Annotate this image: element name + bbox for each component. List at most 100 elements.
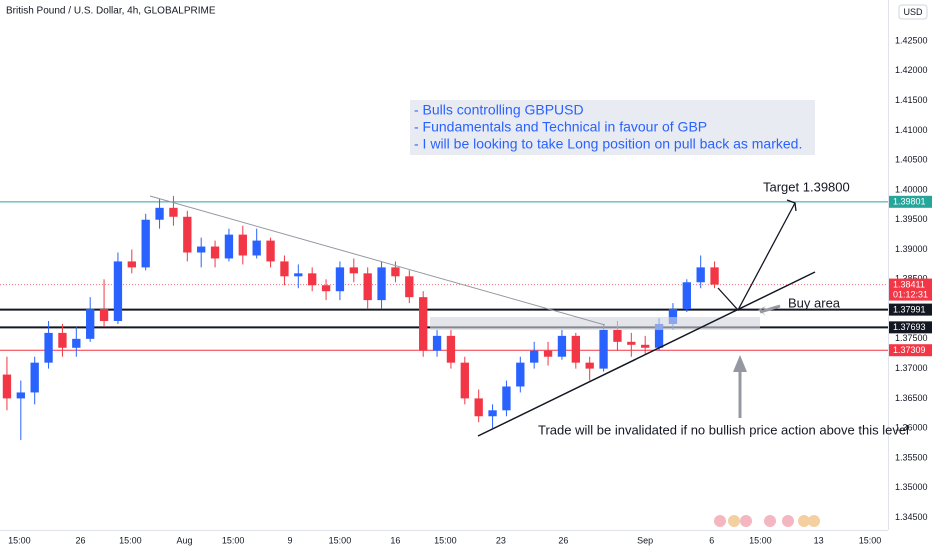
y-tick-label: 1.40500 — [895, 155, 928, 165]
x-tick-label: 15:00 — [434, 535, 457, 545]
note-box — [410, 100, 815, 155]
last-price-label: 1.38411 — [893, 279, 925, 289]
candle-body — [210, 246, 220, 259]
event-icon — [714, 515, 726, 527]
candle-body — [571, 335, 580, 363]
x-tick-label: 26 — [558, 535, 568, 545]
candle-body — [349, 267, 358, 274]
x-tick-label: 15:00 — [119, 535, 142, 545]
y-tick-label: 1.35000 — [895, 482, 928, 492]
x-tick-label: 9 — [287, 535, 292, 545]
candle-body — [44, 332, 53, 363]
candle-body — [335, 267, 345, 292]
currency-box[interactable] — [898, 4, 928, 20]
candle-body — [16, 392, 25, 399]
candle-body — [641, 344, 650, 348]
note-line: - I will be looking to take Long positio… — [414, 136, 802, 152]
buy-area-text: Buy area — [788, 295, 841, 310]
x-tick-label: Sep — [637, 535, 653, 545]
candle-body — [432, 335, 442, 351]
y-tick-label: 1.41000 — [895, 125, 928, 135]
candle-body — [530, 350, 539, 363]
up-trendline — [477, 271, 816, 437]
candle-body — [197, 246, 206, 253]
y-tick-label: 1.42000 — [895, 65, 928, 75]
candle-body — [460, 362, 469, 399]
y-tick-label: 1.36000 — [895, 423, 928, 433]
price-level-label: 1.37309 — [893, 345, 926, 355]
down-trendline — [149, 195, 606, 326]
y-tick-label: 1.34500 — [895, 512, 928, 522]
y-tick-label: 1.41500 — [895, 95, 928, 105]
price-level-label: 1.37693 — [893, 322, 926, 332]
candle-body — [682, 282, 691, 310]
invalid-pointer-head — [733, 355, 747, 372]
price-level-tag — [889, 321, 932, 334]
candle-body — [557, 335, 567, 357]
candle-body — [516, 362, 525, 387]
note-line: - Fundamentals and Technical in favour o… — [414, 119, 707, 135]
buy-area-pointer-line — [759, 304, 781, 314]
last-price-tag — [889, 278, 932, 301]
candle-body — [252, 240, 261, 256]
price-level-label: 1.39801 — [893, 197, 926, 207]
y-tick-label: 1.42500 — [895, 35, 928, 45]
candle-body — [585, 362, 594, 369]
candle-body — [627, 341, 636, 345]
candle-body — [654, 323, 664, 348]
candle-body — [183, 216, 192, 253]
candle-body — [308, 273, 317, 286]
y-tick-label: 1.37500 — [895, 333, 928, 343]
event-icon — [740, 515, 752, 527]
candle-body — [72, 338, 81, 348]
x-tick-label: 13 — [814, 535, 824, 545]
price-level-tag — [889, 344, 932, 357]
x-tick-label: 15:00 — [222, 535, 245, 545]
buy-area-pointer — [758, 306, 780, 316]
candle-body — [474, 398, 483, 417]
candle-body — [113, 261, 123, 321]
price-level-tag — [889, 303, 932, 316]
candle-body — [155, 207, 164, 220]
candle-body — [405, 276, 414, 298]
projection-arrow — [717, 202, 796, 312]
y-tick-label: 1.36500 — [895, 393, 928, 403]
candle-body — [127, 261, 136, 268]
candle-body — [599, 329, 608, 369]
candle-body — [294, 273, 303, 277]
event-icons — [714, 515, 820, 527]
candle-body — [2, 374, 12, 399]
candle-body — [266, 240, 275, 262]
plot: 1.42500 1.42000 1.41500 1.41000 1.40500 1.400… — [0, 35, 928, 545]
candle-body — [391, 267, 400, 277]
x-tick-label: 15:00 — [859, 535, 882, 545]
x-tick-label: 15:00 — [8, 535, 31, 545]
x-tick-label: 6 — [709, 535, 714, 545]
y-tick-label: 1.35500 — [895, 452, 928, 462]
note-line: - Bulls controlling GBPUSD — [414, 102, 584, 118]
buy-zone — [430, 317, 760, 330]
candle-body — [419, 297, 428, 351]
x-tick-label: 16 — [390, 535, 400, 545]
target-text: Target 1.39800 — [763, 179, 850, 194]
currency-label[interactable]: USD — [903, 7, 923, 17]
candle-body — [488, 410, 497, 417]
candle-body — [543, 350, 553, 357]
candle-body — [238, 234, 247, 256]
price-level-tag — [889, 195, 932, 208]
x-tick-label: 26 — [75, 535, 85, 545]
candle-body — [502, 386, 511, 411]
candle-body — [363, 273, 372, 301]
chart-title: British Pound / U.S. Dollar, 4h, GLOBALP… — [6, 6, 216, 17]
countdown-label: 01:12:31 — [893, 289, 928, 299]
x-tick-label: 15:00 — [749, 535, 772, 545]
event-icon — [808, 515, 820, 527]
event-icon — [798, 515, 810, 527]
invalidation-text: Trade will be invalidated if no bullish … — [538, 422, 909, 437]
candle-body — [446, 335, 456, 363]
candle-body — [99, 309, 109, 321]
candle-body — [224, 234, 234, 259]
x-tick-label: Aug — [177, 535, 193, 545]
